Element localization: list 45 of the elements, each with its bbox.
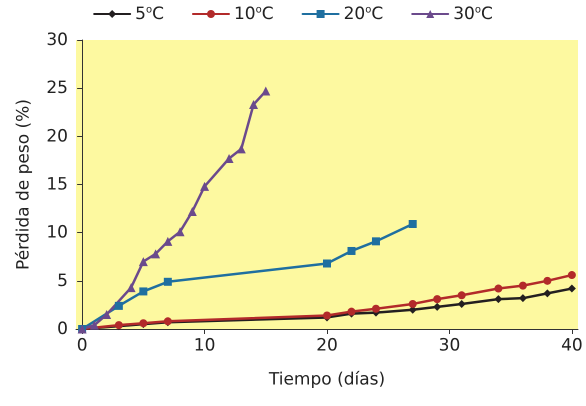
point bbox=[261, 86, 270, 96]
point bbox=[176, 227, 185, 236]
point bbox=[494, 284, 502, 293]
point bbox=[151, 249, 160, 258]
x-tick-label: 10 bbox=[194, 336, 216, 356]
point bbox=[90, 320, 99, 330]
point bbox=[372, 237, 380, 246]
point bbox=[408, 300, 417, 308]
y-tick-label: 20 bbox=[46, 126, 68, 146]
point bbox=[188, 206, 197, 216]
point bbox=[518, 282, 527, 290]
point bbox=[236, 144, 246, 154]
point bbox=[458, 291, 466, 300]
point bbox=[408, 220, 417, 228]
point bbox=[433, 302, 442, 311]
point bbox=[139, 287, 148, 296]
point bbox=[543, 289, 552, 298]
point bbox=[543, 276, 552, 285]
point bbox=[458, 300, 466, 308]
point bbox=[224, 154, 234, 163]
y-tick-label: 30 bbox=[46, 30, 68, 50]
point bbox=[164, 278, 172, 286]
point bbox=[200, 182, 210, 191]
point bbox=[249, 100, 258, 110]
point bbox=[433, 295, 442, 304]
y-tick-label: 15 bbox=[46, 174, 68, 194]
point bbox=[347, 246, 356, 255]
point bbox=[126, 283, 136, 292]
y-tick-label: 25 bbox=[46, 78, 68, 98]
point bbox=[114, 302, 123, 310]
point bbox=[494, 295, 502, 304]
y-tick-label: 0 bbox=[57, 319, 68, 339]
x-tick-label: 30 bbox=[438, 336, 460, 356]
point bbox=[372, 304, 380, 313]
y-tick-label: 5 bbox=[57, 270, 68, 291]
y-tick-label: 10 bbox=[46, 222, 68, 243]
y-axis-title: Pérdida de peso (%) bbox=[14, 99, 34, 270]
point bbox=[138, 257, 148, 266]
point bbox=[568, 271, 576, 280]
point bbox=[568, 284, 576, 293]
x-tick-label: 40 bbox=[561, 336, 583, 356]
x-tick-label: 20 bbox=[316, 336, 338, 356]
point bbox=[323, 259, 331, 268]
x-tick-label: 0 bbox=[76, 336, 88, 356]
x-axis-title: Tiempo (días) bbox=[268, 370, 386, 390]
